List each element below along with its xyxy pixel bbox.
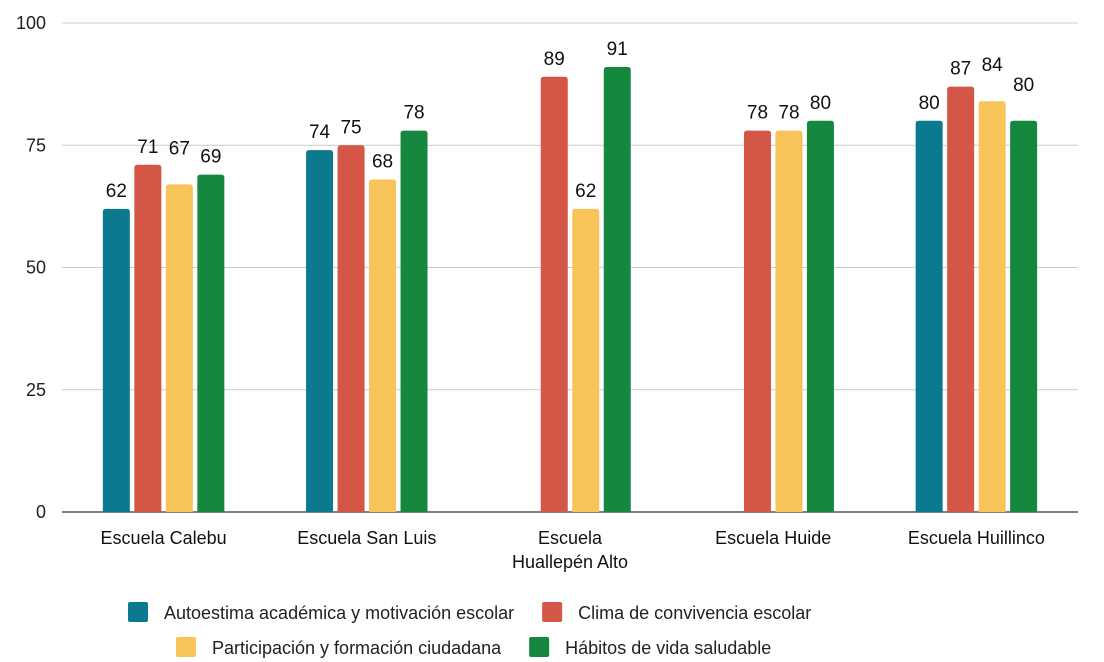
legend-label: Hábitos de vida saludable: [565, 638, 771, 658]
bar: [947, 86, 975, 512]
data-label: 68: [372, 151, 393, 172]
y-tick-label: 0: [36, 502, 46, 522]
y-tick-label: 25: [26, 380, 46, 400]
gridlines: [62, 22, 1078, 513]
legend-swatch: [529, 637, 550, 657]
legend: Autoestima académica y motivación escola…: [128, 602, 811, 658]
bar: [603, 67, 631, 512]
legend-label: Clima de convivencia escolar: [578, 603, 811, 623]
data-label: 67: [169, 138, 190, 159]
bar: [743, 130, 771, 512]
bar: [369, 179, 397, 513]
data-label: 69: [200, 147, 221, 168]
x-tick-label: Escuela San Luis: [297, 528, 436, 548]
data-labels: 62 71 67 69 74 75 68 78 89 62 91 78 78 80 80 87 84 80: [106, 39, 1034, 202]
legend-swatch: [128, 602, 148, 622]
x-tick-label: Escuela Huillinco: [908, 528, 1045, 548]
bar: [1010, 120, 1038, 513]
x-tick-label: Huallepén Alto: [512, 552, 628, 572]
data-label: 75: [340, 117, 361, 138]
y-tick-label: 50: [26, 258, 46, 278]
y-tick-label: 100: [16, 13, 46, 33]
bar: [400, 130, 428, 512]
data-label: 89: [544, 49, 565, 70]
bars: [102, 67, 1038, 513]
x-tick-label: Escuela Calebu: [101, 528, 227, 548]
legend-label: Participación y formación ciudadana: [212, 638, 502, 658]
data-label: 91: [607, 39, 628, 60]
bar: [165, 184, 193, 512]
y-tick-label: 75: [26, 135, 46, 155]
bar: [540, 76, 568, 512]
data-label: 80: [919, 93, 940, 114]
data-label: 78: [403, 103, 424, 124]
bar: [915, 120, 943, 513]
legend-label: Autoestima académica y motivación escola…: [164, 603, 514, 623]
legend-swatch: [176, 637, 196, 657]
data-label: 62: [106, 181, 127, 202]
bar: [806, 120, 834, 513]
bar: [102, 208, 130, 512]
x-tick-label: Escuela Huide: [715, 528, 831, 548]
data-label: 84: [982, 55, 1004, 76]
y-axis: 0 25 50 75 100: [16, 13, 46, 522]
data-label: 78: [747, 103, 768, 124]
data-label: 78: [778, 103, 799, 124]
bar: [197, 174, 225, 512]
data-label: 71: [137, 137, 158, 158]
bar: [572, 208, 600, 512]
data-label: 62: [575, 181, 596, 202]
data-label: 87: [950, 59, 971, 80]
bar: [306, 150, 334, 512]
bar: [775, 130, 803, 512]
bar: [337, 145, 365, 512]
x-axis: Escuela Calebu Escuela San Luis Escuela Hua…: [101, 528, 1045, 572]
bar: [134, 164, 162, 512]
data-label: 80: [1013, 75, 1034, 96]
legend-swatch: [542, 602, 563, 622]
data-label: 80: [810, 93, 831, 114]
data-label: 74: [309, 122, 331, 143]
x-tick-label: Escuela: [538, 528, 603, 548]
bar: [978, 101, 1006, 513]
